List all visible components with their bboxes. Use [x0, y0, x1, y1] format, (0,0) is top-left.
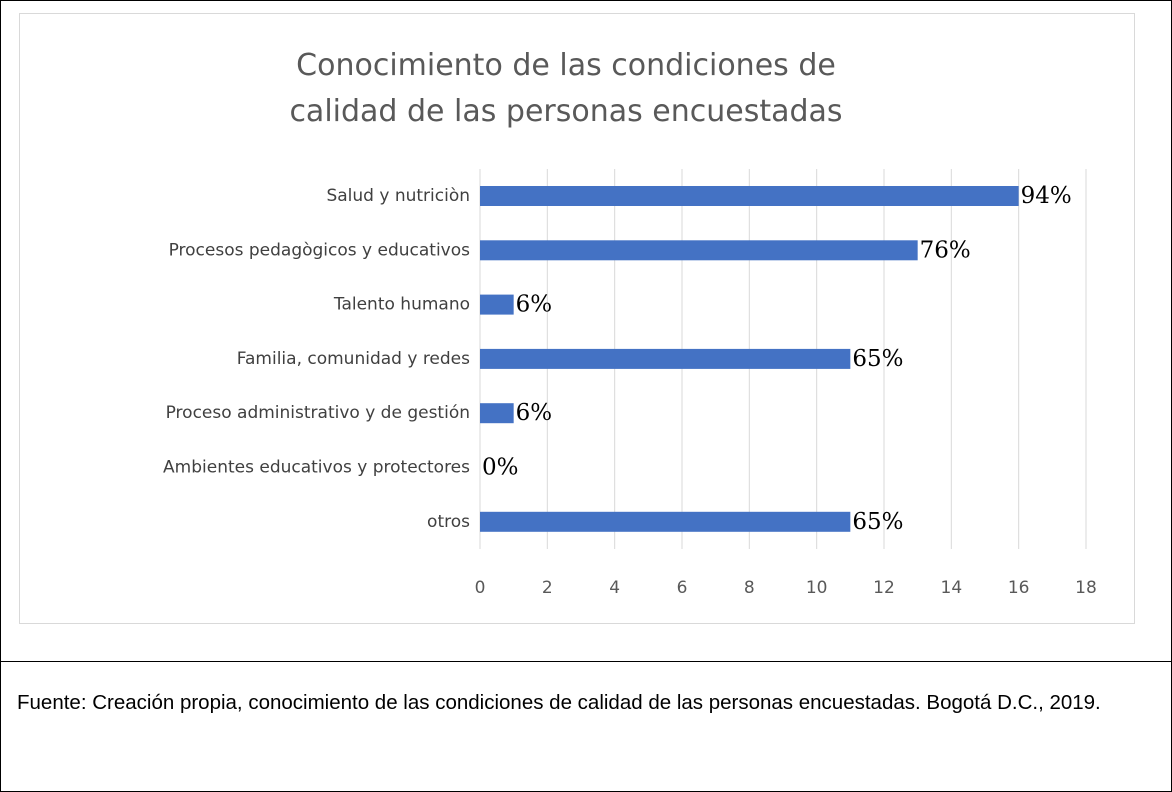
y-tick-label: Salud y nutriciòn: [326, 186, 470, 206]
x-tick-label: 8: [744, 578, 755, 598]
y-tick-label: otros: [427, 512, 470, 532]
x-tick-label: 0: [475, 578, 486, 598]
caption: Fuente: Creación propia, conocimiento de…: [17, 691, 1101, 714]
y-tick-label: Procesos pedagògicos y educativos: [169, 240, 471, 260]
x-tick-label: 16: [1008, 578, 1030, 598]
x-tick-label: 2: [542, 578, 553, 598]
data-label: 65%: [852, 509, 903, 535]
data-label: 6%: [516, 292, 553, 318]
chart-title: Conocimiento de las condiciones de calid…: [289, 48, 843, 129]
data-label: 6%: [516, 400, 553, 426]
y-tick-label: Familia, comunidad y redes: [237, 349, 470, 369]
x-tick-label: 18: [1075, 578, 1097, 598]
x-tick-label: 10: [806, 578, 828, 598]
chart-area: [19, 13, 1135, 624]
chart: 0 2 4 6 8 10 12 14 16 18 Salud y nutriciòn 94% Proce…: [163, 169, 1097, 598]
y-tick-label: Proceso administrativo y de gestión: [166, 403, 470, 423]
bar: [480, 511, 851, 532]
bar: [480, 186, 1019, 206]
data-label: 0%: [482, 455, 519, 481]
bar: [480, 294, 514, 315]
bar: [480, 348, 851, 369]
data-label: 94%: [1021, 183, 1072, 209]
x-tick-label: 12: [873, 578, 895, 598]
data-label: 76%: [920, 237, 971, 263]
data-label: 65%: [852, 346, 903, 372]
bar: [480, 240, 918, 261]
separator: [1, 661, 1171, 662]
x-tick-label: 4: [609, 578, 620, 598]
y-tick-label: Ambientes educativos y protectores: [163, 458, 470, 478]
y-tick-label: Talento humano: [333, 295, 470, 315]
x-tick-label: 6: [677, 578, 688, 598]
bar: [480, 403, 514, 424]
x-tick-label: 14: [941, 578, 963, 598]
